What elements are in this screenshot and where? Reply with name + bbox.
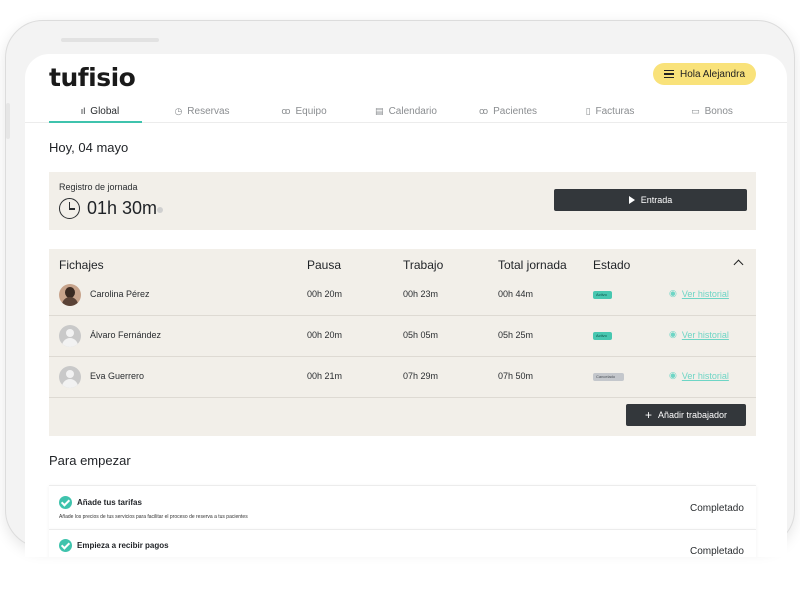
- document-icon: ▯: [585, 105, 591, 116]
- avatar: [59, 284, 81, 306]
- onboarding-title: Empieza a recibir pagos: [77, 541, 169, 550]
- onboarding-title: Añade tus tarifas: [77, 498, 142, 507]
- check-circle-icon: [59, 496, 72, 509]
- eye-icon: ◉: [669, 329, 677, 339]
- historial-label: Ver historial: [681, 370, 729, 381]
- registro-jornada-panel: Registro de jornada 01h 30m Entrada: [49, 172, 756, 230]
- tablet-frame: tufisio Hola Alejandra ıl Global ◷ Reser…: [5, 20, 795, 557]
- trabajo-value: 07h 29m: [403, 371, 439, 381]
- trabajo-value: 00h 23m: [403, 289, 439, 299]
- total-value: 00h 44m: [498, 289, 534, 299]
- status-badge: Activo: [593, 291, 612, 299]
- tab-pacientes[interactable]: ꝏ Pacientes: [457, 100, 559, 122]
- avatar: [59, 366, 81, 388]
- play-icon: [628, 196, 635, 204]
- onboarding-item[interactable]: Empieza a recibir pagos Completado: [49, 529, 756, 557]
- registro-time: 01h 30m: [87, 198, 158, 218]
- bar-chart-icon: ıl: [80, 106, 86, 116]
- eye-icon: ◉: [669, 288, 677, 298]
- tab-label: Calendario: [388, 105, 437, 117]
- user-menu-button[interactable]: Hola Alejandra: [653, 63, 756, 85]
- trabajo-value: 05h 05m: [403, 330, 439, 340]
- ticket-icon: ▭: [691, 105, 700, 116]
- worker-name: Álvaro Fernández: [90, 330, 162, 340]
- status-badge: Activo: [593, 332, 612, 340]
- onboarding-desc: Añade los precios de tus servicios para …: [59, 514, 248, 520]
- tab-label: Facturas: [595, 105, 635, 117]
- clock-icon: ◷: [174, 105, 183, 116]
- people-icon: ꝏ: [281, 105, 291, 116]
- registro-label: Registro de jornada: [59, 182, 138, 192]
- page-date: Hoy, 04 mayo: [49, 140, 129, 155]
- pausa-value: 00h 20m: [307, 330, 343, 340]
- device-top-button: [61, 38, 159, 42]
- device-side-button: [6, 103, 10, 139]
- add-worker-button[interactable]: + Añadir trabajador: [626, 404, 746, 426]
- table-row: Álvaro Fernández 00h 20m 05h 05m 05h 25m…: [49, 316, 756, 357]
- header-total-jornada: Total jornada: [498, 258, 567, 272]
- main-tabs: ıl Global ◷ Reservas ꝏ Equipo ▤ Calendar…: [49, 100, 763, 122]
- tab-label: Bonos: [704, 105, 733, 117]
- status-dot-icon: [157, 207, 163, 213]
- pausa-value: 00h 21m: [307, 371, 343, 381]
- tabs-divider: [25, 122, 787, 123]
- active-tab-indicator: [49, 121, 142, 123]
- tab-label: Reservas: [187, 105, 230, 117]
- status-badge: Cancelado: [593, 373, 624, 381]
- ver-historial-link[interactable]: ◉ Ver historial: [669, 288, 729, 299]
- tab-label: Global: [90, 105, 120, 117]
- app-screen: tufisio Hola Alejandra ıl Global ◷ Reser…: [25, 54, 787, 557]
- table-row: Eva Guerrero 00h 21m 07h 29m 07h 50m Can…: [49, 357, 756, 398]
- check-circle-icon: [59, 539, 72, 552]
- header-trabajo: Trabajo: [403, 258, 444, 272]
- row-divider: [49, 356, 756, 357]
- entrada-label: Entrada: [640, 195, 673, 205]
- tab-label: Pacientes: [493, 105, 538, 117]
- app-logo[interactable]: tufisio: [49, 63, 136, 92]
- fichajes-table: Fichajes Pausa Trabajo Total jornada Est…: [49, 249, 756, 436]
- historial-label: Ver historial: [681, 288, 729, 299]
- pausa-value: 00h 20m: [307, 289, 343, 299]
- tab-bonos[interactable]: ▭ Bonos: [661, 100, 763, 122]
- total-value: 07h 50m: [498, 371, 534, 381]
- add-person-icon: ꝏ: [478, 105, 489, 116]
- header-estado: Estado: [593, 258, 631, 272]
- tab-equipo[interactable]: ꝏ Equipo: [253, 100, 355, 122]
- entrada-button[interactable]: Entrada: [554, 189, 747, 211]
- calendar-icon: ▤: [375, 105, 384, 116]
- chevron-up-icon[interactable]: [733, 259, 744, 270]
- total-value: 05h 25m: [498, 330, 534, 340]
- header-pausa: Pausa: [307, 258, 342, 272]
- row-divider: [49, 315, 756, 316]
- plus-icon: +: [644, 408, 652, 422]
- clock-icon: [59, 198, 80, 219]
- ver-historial-link[interactable]: ◉ Ver historial: [669, 370, 729, 381]
- onboarding-status: Completado: [690, 546, 744, 557]
- tab-reservas[interactable]: ◷ Reservas: [151, 100, 253, 122]
- header-fichajes: Fichajes: [59, 258, 104, 272]
- tab-facturas[interactable]: ▯ Facturas: [559, 100, 661, 122]
- onboarding-status: Completado: [690, 503, 744, 514]
- tab-label: Equipo: [295, 105, 327, 117]
- greeting-label: Hola Alejandra: [679, 68, 746, 80]
- worker-name: Carolina Pérez: [90, 289, 150, 299]
- tab-global[interactable]: ıl Global: [49, 100, 151, 122]
- ver-historial-link[interactable]: ◉ Ver historial: [669, 329, 729, 340]
- historial-label: Ver historial: [681, 329, 729, 340]
- row-divider: [49, 397, 756, 398]
- table-row: Carolina Pérez 00h 20m 00h 23m 00h 44m A…: [49, 275, 756, 316]
- onboarding-item[interactable]: Añade tus tarifas Añade los precios de t…: [49, 485, 756, 529]
- tab-calendario[interactable]: ▤ Calendario: [355, 100, 457, 122]
- add-worker-label: Añadir trabajador: [657, 410, 728, 420]
- eye-icon: ◉: [669, 370, 677, 380]
- avatar: [59, 325, 81, 347]
- worker-name: Eva Guerrero: [90, 371, 145, 381]
- section-title: Para empezar: [49, 453, 131, 468]
- hamburger-icon: [663, 70, 674, 78]
